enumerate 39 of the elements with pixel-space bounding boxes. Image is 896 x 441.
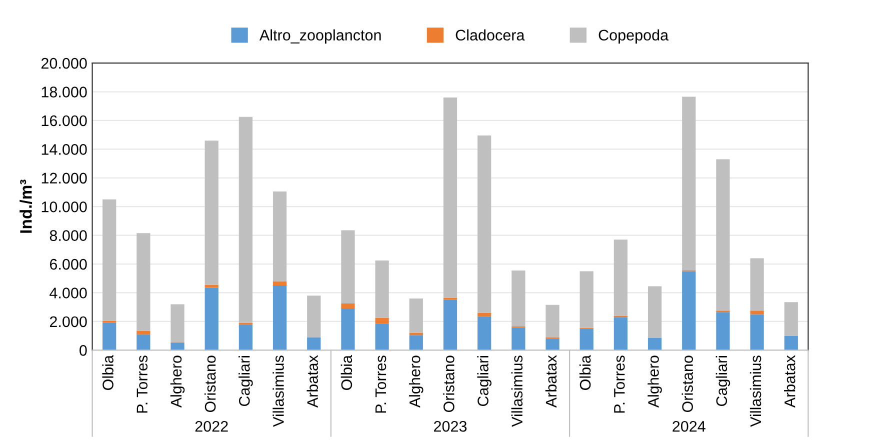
x-tick-label: Olbia (579, 355, 591, 390)
legend-label: Copepoda (598, 29, 669, 44)
x-tick-label: Cagliari (716, 356, 730, 406)
x-tick-label: Alghero (648, 356, 662, 408)
x-tick-label: P. Torres (614, 356, 625, 413)
y-tick-label: 0 (80, 345, 87, 356)
y-tick-label: 2.000 (50, 316, 87, 328)
x-tick-label: Olbia (102, 355, 114, 390)
x-tick-label: Olbia (340, 355, 352, 390)
y-tick-label: 18.000 (42, 86, 87, 98)
y-tick-label: 14.000 (42, 144, 87, 155)
y-axis-title: Ind./m³ (20, 180, 32, 233)
x-tick-label: Arbatax (784, 355, 796, 408)
x-tick-label: Oristano (682, 356, 693, 412)
x-tick-label: Villasimius (511, 356, 523, 427)
x-tick-label: Oristano (204, 356, 216, 412)
y-tick-label: 10.000 (42, 201, 87, 212)
x-tick-label: Cagliari (238, 356, 253, 406)
legend-label: Altro_zooplancton (259, 29, 381, 44)
y-tick-label: 16.000 (42, 115, 87, 126)
y-tick-label: 20.000 (41, 58, 87, 69)
x-tick-label: P. Torres (376, 356, 386, 413)
y-tick-label: 4.000 (50, 288, 87, 298)
x-tick-label: Alghero (170, 356, 185, 408)
x-tick-label: P. Torres (136, 356, 148, 413)
x-tick-label: Arbatax (306, 355, 318, 408)
text: 2022 (195, 420, 228, 432)
x-tick-label: Villasimius (750, 356, 762, 427)
x-tick-label: Arbatax (545, 355, 557, 408)
y-tick-label: 6.000 (50, 258, 87, 270)
x-tick-label: Villasimius (272, 356, 284, 427)
y-tick-label: 12.000 (42, 172, 87, 184)
text: 2023 (434, 420, 467, 432)
x-tick-label: Oristano (443, 356, 454, 412)
x-tick-label: Alghero (409, 356, 424, 408)
text: 2024 (672, 420, 706, 432)
legend-label: Cladocera (456, 29, 525, 41)
x-tick-label: Cagliari (477, 356, 492, 406)
y-tick-label: 8.000 (50, 230, 87, 242)
